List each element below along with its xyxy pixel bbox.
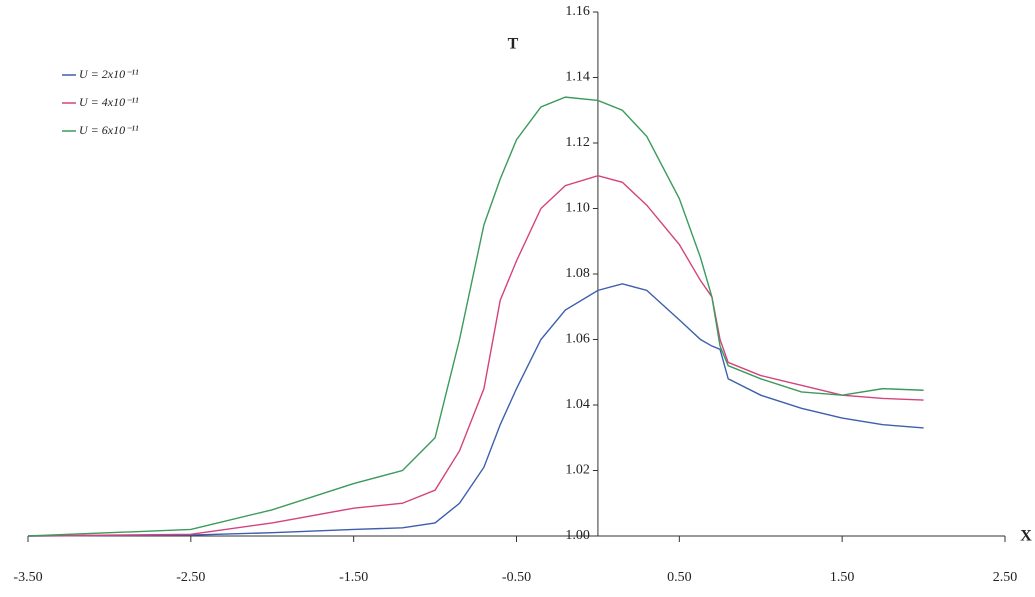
y-tick-label: 1.04 (565, 397, 590, 412)
legend-label: U = 2x10⁻¹¹ (79, 67, 139, 81)
y-tick-label: 1.06 (565, 332, 590, 347)
legend-label: U = 4x10⁻¹¹ (79, 95, 139, 109)
x-tick-label: -3.50 (13, 570, 42, 585)
y-tick-label: 1.14 (565, 70, 590, 85)
x-tick-label: 1.50 (830, 570, 855, 585)
x-tick-label: -0.50 (502, 570, 531, 585)
y-tick-label: 1.02 (565, 463, 590, 478)
x-tick-label: 0.50 (667, 570, 692, 585)
y-tick-label: 1.08 (565, 266, 590, 281)
x-tick-label: 2.50 (993, 570, 1018, 585)
x-tick-label: -1.50 (339, 570, 368, 585)
legend-label: U = 6x10⁻¹¹ (79, 123, 139, 137)
x-tick-label: -2.50 (176, 570, 205, 585)
y-tick-label: 1.16 (565, 4, 590, 19)
series-line (27, 96, 924, 537)
x-axis-label: X (1020, 528, 1032, 545)
series-line (27, 175, 924, 537)
series-line (27, 283, 924, 537)
y-tick-label: 1.10 (565, 201, 590, 216)
y-tick-label: 1.12 (565, 135, 590, 150)
y-axis-label: T (508, 36, 519, 53)
y-tick-label: 1.00 (565, 528, 590, 543)
